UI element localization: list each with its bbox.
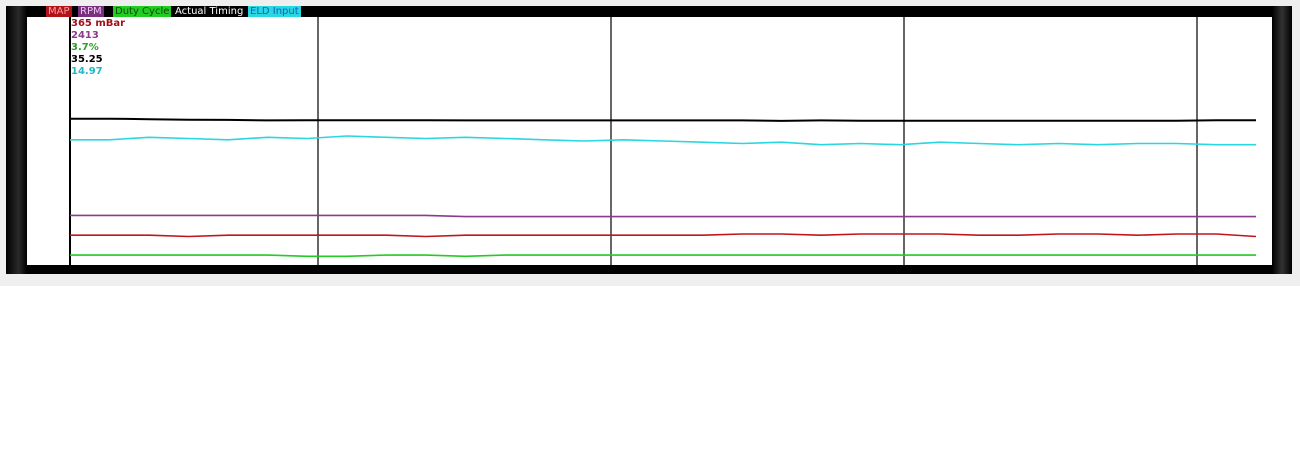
frame-right-edge xyxy=(1272,6,1292,274)
series-line-actual-timing xyxy=(70,117,1256,122)
frame-left-edge xyxy=(6,6,27,274)
readout-actual-timing: 35.25 xyxy=(71,54,103,65)
readout-duty-cycle: 3.7% xyxy=(71,42,99,53)
series-line-map xyxy=(70,233,1257,238)
series-line-duty-cycle xyxy=(70,254,1256,258)
readout-eld-input: 14.97 xyxy=(71,66,103,77)
legend-item-eld-input[interactable]: ELD Input xyxy=(248,6,301,17)
readout-map: 365 mBar xyxy=(71,18,126,29)
legend-item-rpm[interactable]: RPM xyxy=(78,6,104,17)
legend-item-map[interactable]: MAP xyxy=(46,6,72,17)
legend-item-duty-cycle[interactable]: Duty Cycle xyxy=(113,6,172,17)
series-line-eld-input xyxy=(70,135,1256,146)
legend-item-actual-timing[interactable]: Actual Timing xyxy=(173,6,246,17)
readout-rpm: 2413 xyxy=(71,30,99,41)
series-line-rpm xyxy=(70,214,1256,218)
